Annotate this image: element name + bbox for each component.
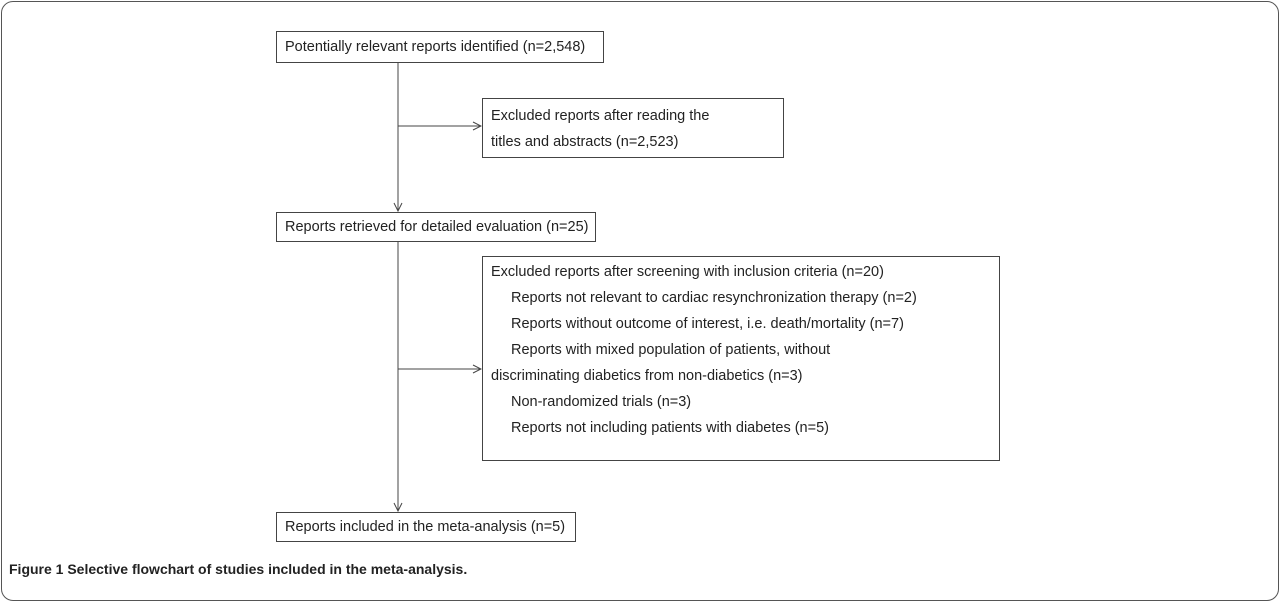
figure-caption: Figure 1 Selective flowchart of studies …	[9, 561, 468, 577]
flow-box: Excluded reports after screening with in…	[482, 256, 1000, 461]
box-text: Reports included in the meta-analysis (n…	[285, 519, 566, 535]
box-text: titles and abstracts (n=2,523)	[491, 134, 679, 150]
flow-box: Reports included in the meta-analysis (n…	[276, 512, 576, 542]
box-text: Reports not including patients with diab…	[511, 420, 829, 436]
box-text: Reports without outcome of interest, i.e…	[511, 316, 904, 332]
box-text: Excluded reports after screening with in…	[491, 264, 884, 280]
box-text: Reports with mixed population of patient…	[511, 342, 831, 358]
box-text: Excluded reports after reading the	[491, 108, 710, 124]
flow-box: Excluded reports after reading the title…	[482, 98, 784, 158]
flow-box: Potentially relevant reports identified …	[276, 31, 604, 63]
box-text: Reports not relevant to cardiac resynchr…	[511, 290, 917, 306]
box-text: discriminating diabetics from non-diabet…	[491, 368, 803, 384]
connectors	[0, 63, 1282, 585]
box-text: Potentially relevant reports identified …	[285, 39, 586, 55]
flow-box: Reports retrieved for detailed evaluatio…	[276, 212, 596, 242]
box-text: Reports retrieved for detailed evaluatio…	[285, 219, 589, 235]
box-text: Non-randomized trials (n=3)	[511, 394, 692, 410]
